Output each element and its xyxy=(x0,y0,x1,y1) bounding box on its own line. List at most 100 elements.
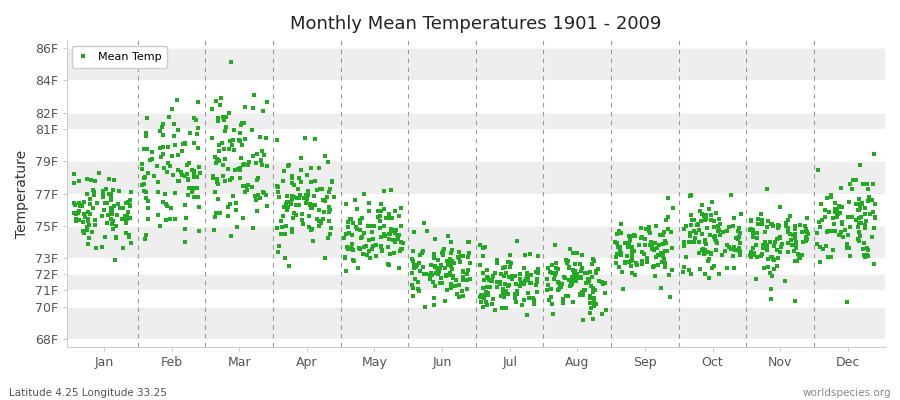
Mean Temp xyxy=(241,182,256,189)
Mean Temp xyxy=(95,188,110,194)
Mean Temp xyxy=(617,260,632,266)
Mean Temp xyxy=(271,249,285,255)
Mean Temp xyxy=(648,273,662,279)
Mean Temp xyxy=(104,216,119,222)
Mean Temp xyxy=(749,242,763,248)
Mean Temp xyxy=(156,144,170,150)
Mean Temp xyxy=(89,200,104,206)
Mean Temp xyxy=(186,172,201,179)
Mean Temp xyxy=(69,216,84,222)
Mean Temp xyxy=(598,307,613,314)
Mean Temp xyxy=(171,152,185,158)
Mean Temp xyxy=(344,245,358,252)
Mean Temp xyxy=(832,203,846,210)
Mean Temp xyxy=(757,265,771,271)
Y-axis label: Temperature: Temperature xyxy=(15,150,29,238)
Mean Temp xyxy=(462,238,476,245)
Mean Temp xyxy=(612,264,626,270)
Mean Temp xyxy=(140,216,155,222)
Mean Temp xyxy=(868,214,883,220)
Mean Temp xyxy=(574,268,589,274)
Mean Temp xyxy=(156,199,170,206)
Mean Temp xyxy=(722,224,736,230)
Mean Temp xyxy=(500,288,514,294)
Mean Temp xyxy=(343,216,357,222)
Mean Temp xyxy=(96,207,111,213)
Mean Temp xyxy=(751,216,765,222)
Mean Temp xyxy=(653,285,668,292)
Mean Temp xyxy=(764,273,778,280)
Mean Temp xyxy=(140,146,154,152)
Mean Temp xyxy=(230,224,244,230)
Mean Temp xyxy=(363,255,377,261)
Mean Temp xyxy=(350,226,365,232)
Mean Temp xyxy=(153,145,167,151)
Mean Temp xyxy=(676,269,690,275)
Mean Temp xyxy=(568,260,582,267)
Mean Temp xyxy=(185,189,200,196)
Mean Temp xyxy=(208,154,222,160)
Mean Temp xyxy=(701,258,716,264)
Mean Temp xyxy=(464,276,478,282)
Mean Temp xyxy=(559,260,573,266)
Mean Temp xyxy=(570,271,584,278)
Mean Temp xyxy=(346,220,361,226)
Mean Temp xyxy=(314,220,328,226)
Mean Temp xyxy=(758,229,772,235)
Mean Temp xyxy=(428,263,442,269)
Mean Temp xyxy=(99,200,113,206)
Mean Temp xyxy=(286,210,301,217)
Bar xyxy=(67,339,885,347)
Mean Temp xyxy=(840,299,854,305)
Mean Temp xyxy=(496,290,510,296)
Mean Temp xyxy=(80,190,94,197)
Mean Temp xyxy=(598,290,613,296)
Mean Temp xyxy=(690,222,705,228)
Bar xyxy=(67,306,885,339)
Mean Temp xyxy=(720,242,734,248)
Mean Temp xyxy=(579,280,593,286)
Mean Temp xyxy=(374,201,388,207)
Mean Temp xyxy=(852,205,867,211)
Mean Temp xyxy=(433,265,447,271)
Mean Temp xyxy=(861,252,876,259)
Mean Temp xyxy=(232,165,247,172)
Mean Temp xyxy=(104,206,119,213)
Mean Temp xyxy=(843,253,858,259)
Mean Temp xyxy=(626,244,640,250)
Mean Temp xyxy=(308,136,322,142)
Mean Temp xyxy=(545,301,560,307)
Mean Temp xyxy=(277,204,292,210)
Mean Temp xyxy=(187,140,202,146)
Mean Temp xyxy=(238,104,252,110)
Mean Temp xyxy=(374,212,388,219)
Mean Temp xyxy=(508,280,523,287)
Mean Temp xyxy=(304,204,319,211)
Mean Temp xyxy=(295,211,310,217)
Mean Temp xyxy=(311,217,326,224)
Mean Temp xyxy=(409,264,423,270)
Mean Temp xyxy=(338,268,353,274)
Mean Temp xyxy=(230,200,244,206)
Mean Temp xyxy=(743,226,758,233)
Mean Temp xyxy=(299,191,313,198)
Mean Temp xyxy=(505,276,519,283)
Mean Temp xyxy=(350,265,365,271)
Mean Temp xyxy=(713,221,727,228)
Mean Temp xyxy=(528,269,543,275)
Mean Temp xyxy=(116,245,130,252)
Mean Temp xyxy=(277,231,292,237)
Mean Temp xyxy=(715,252,729,258)
Mean Temp xyxy=(208,213,222,220)
Mean Temp xyxy=(780,217,795,223)
Mean Temp xyxy=(827,220,842,227)
Mean Temp xyxy=(867,260,881,267)
Mean Temp xyxy=(733,230,747,236)
Mean Temp xyxy=(577,287,591,293)
Mean Temp xyxy=(565,273,580,280)
Mean Temp xyxy=(304,202,319,208)
Mean Temp xyxy=(374,242,388,249)
Mean Temp xyxy=(234,154,248,161)
Mean Temp xyxy=(526,295,541,302)
Mean Temp xyxy=(656,232,670,238)
